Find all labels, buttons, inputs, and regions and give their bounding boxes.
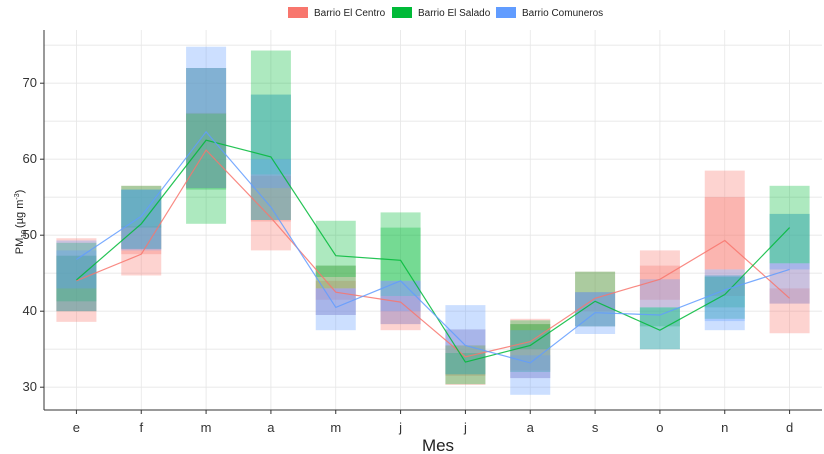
- line-layer: [76, 130, 791, 364]
- box-inner-0-11: [769, 288, 810, 304]
- box-outer-1-10: [704, 275, 745, 319]
- box-outer-2-2: [186, 46, 227, 189]
- legend-swatch-comuneros: [496, 7, 516, 18]
- series-line-0: [76, 149, 790, 358]
- box-inner-1-9: [639, 307, 680, 327]
- box-outer-0-10: [704, 170, 745, 296]
- x-tick-label: f: [139, 420, 143, 435]
- box-inner-0-10: [704, 197, 745, 270]
- box-inner-1-5: [380, 227, 421, 281]
- box-inner-2-0: [56, 250, 97, 289]
- box-inner-1-3: [250, 94, 291, 175]
- y-tick-label: 40: [23, 303, 37, 318]
- box-inner-1-11: [769, 213, 810, 264]
- box-outer-2-6: [445, 305, 486, 375]
- box-outer-0-1: [121, 185, 162, 276]
- y-axis-title: PM10 (µg m-3): [14, 190, 28, 255]
- y-axis-title-prefix: PM: [14, 238, 26, 255]
- x-tick-label: j: [398, 420, 402, 435]
- box-outer-1-11: [769, 185, 810, 264]
- box-inner-2-8: [575, 292, 616, 327]
- box-outer-1-6: [445, 345, 486, 385]
- legend-label-comuneros: Barrio Comuneros: [522, 8, 603, 19]
- box-outer-2-11: [769, 213, 810, 304]
- box-outer-0-3: [250, 174, 291, 251]
- box-outer-1-0: [56, 242, 97, 312]
- y-tick-label: 60: [23, 151, 37, 166]
- x-tick-label: m: [201, 420, 212, 435]
- series-line-2: [76, 130, 790, 364]
- box-outer-0-5: [380, 280, 421, 331]
- legend: Barrio El Centro Barrio El Salado Barrio…: [288, 7, 603, 19]
- x-tick-label: j: [463, 420, 467, 435]
- y-tick-label: 70: [23, 75, 37, 90]
- box-inner-1-0: [56, 255, 97, 302]
- box-inner-0-6: [445, 345, 486, 376]
- box-inner-0-1: [121, 226, 162, 255]
- y-tick-labels: 30 40 50 60 70: [23, 75, 44, 394]
- box-inner-2-2: [186, 68, 227, 114]
- box-outer-0-8: [575, 271, 616, 327]
- y-axis-title-sup: -3: [14, 193, 21, 199]
- x-tick-label: e: [73, 420, 80, 435]
- box-inner-2-5: [380, 280, 421, 312]
- y-tick-label: 30: [23, 379, 37, 394]
- x-tick-label: a: [267, 420, 275, 435]
- box-outer-0-2: [186, 68, 227, 189]
- box-outer-0-0: [56, 238, 97, 322]
- box-inner-2-11: [769, 263, 810, 270]
- box-inner-2-10: [704, 275, 745, 322]
- box-inner-1-2: [186, 113, 227, 190]
- box-inner-2-3: [250, 159, 291, 189]
- x-tick-label: a: [527, 420, 535, 435]
- box-outer-2-4: [315, 288, 356, 331]
- x-tick-label: d: [786, 420, 793, 435]
- legend-swatch-salado: [392, 7, 412, 18]
- box-outer-2-10: [704, 269, 745, 331]
- box-outer-1-8: [575, 271, 616, 327]
- y-axis-title-unit: (µg m: [14, 200, 26, 228]
- box-inner-0-0: [56, 255, 97, 312]
- box-outer-1-1: [121, 185, 162, 249]
- box-outer-1-2: [186, 68, 227, 224]
- legend-swatch-centro: [288, 7, 308, 18]
- box-inner-0-4: [315, 280, 356, 300]
- x-axis-title: Mes: [422, 436, 454, 454]
- box-inner-0-3: [250, 175, 291, 222]
- x-tick-label: n: [721, 420, 728, 435]
- box-inner-1-1: [121, 189, 162, 228]
- y-axis-title-close: ): [14, 190, 26, 194]
- x-tick-label: m: [330, 420, 341, 435]
- box-inner-1-4: [315, 265, 356, 277]
- plot-frame: [43, 30, 822, 411]
- box-inner-2-7: [510, 355, 551, 379]
- box-inner-1-6: [445, 353, 486, 375]
- box-layer: [56, 46, 810, 395]
- y-axis-title-sub: 10: [21, 230, 28, 238]
- x-tick-label: o: [656, 420, 663, 435]
- box-inner-2-6: [445, 329, 486, 346]
- series-line-1: [76, 139, 791, 363]
- legend-label-salado: Barrio El Salado: [418, 8, 491, 19]
- grid-lines: [44, 30, 822, 410]
- y-tick-label: 50: [23, 227, 37, 242]
- x-tick-label: s: [592, 420, 599, 435]
- box-inner-0-5: [380, 296, 421, 325]
- legend-label-centro: Barrio El Centro: [314, 8, 386, 19]
